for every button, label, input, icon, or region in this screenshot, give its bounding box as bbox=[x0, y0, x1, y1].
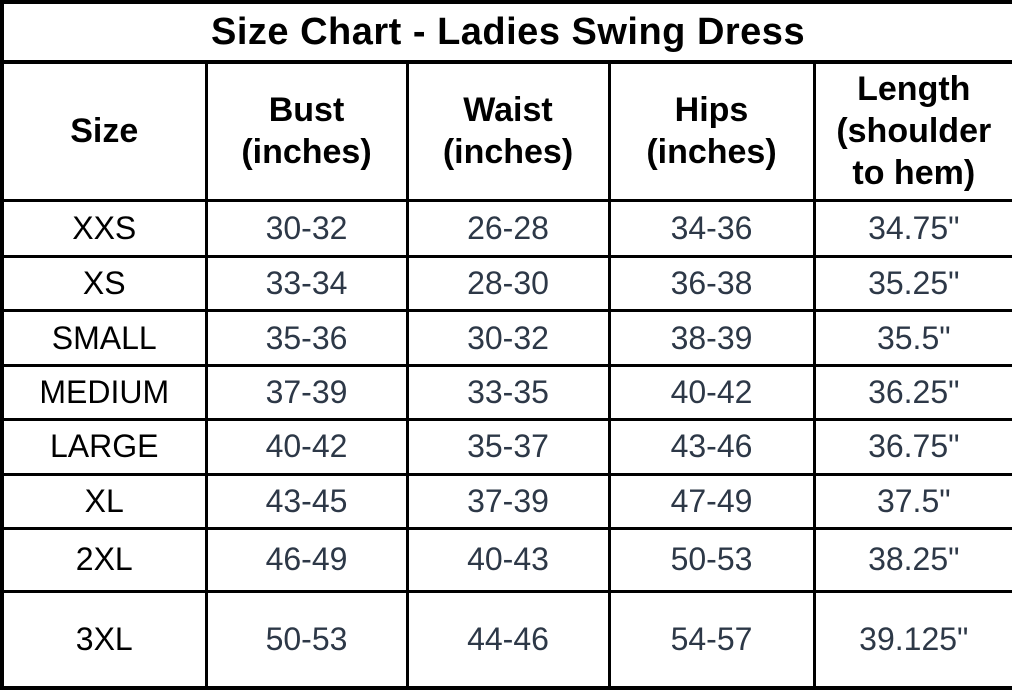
header-line: to hem) bbox=[852, 154, 976, 193]
table-row: 2XL 46-49 40-43 50-53 38.25" bbox=[0, 527, 1012, 593]
waist-cell: 26-28 bbox=[405, 198, 611, 258]
bust-cell: 37-39 bbox=[204, 363, 409, 422]
waist-cell: 37-39 bbox=[405, 472, 611, 531]
size-cell: MEDIUM bbox=[0, 363, 208, 422]
chart-title: Size Chart - Ladies Swing Dress bbox=[0, 0, 1012, 64]
bust-cell: 33-34 bbox=[204, 254, 409, 313]
size-cell: XL bbox=[0, 472, 208, 531]
bust-cell: 35-36 bbox=[204, 309, 409, 367]
hips-cell: 47-49 bbox=[607, 472, 816, 531]
column-header-waist: Waist (inches) bbox=[405, 60, 611, 202]
hips-cell: 36-38 bbox=[607, 254, 816, 313]
hips-cell: 54-57 bbox=[607, 589, 816, 690]
table-row: 3XL 50-53 44-46 54-57 39.125" bbox=[0, 589, 1012, 690]
size-cell: XXS bbox=[0, 198, 208, 258]
header-line: Length bbox=[857, 70, 971, 109]
column-header-bust: Bust (inches) bbox=[204, 60, 409, 202]
column-header-length: Length (shoulder to hem) bbox=[812, 60, 1012, 202]
bust-cell: 40-42 bbox=[204, 418, 409, 476]
header-line: Hips bbox=[674, 91, 749, 130]
table-row: XS 33-34 28-30 36-38 35.25" bbox=[0, 254, 1012, 313]
length-cell: 35.5" bbox=[812, 309, 1012, 367]
column-header-size: Size bbox=[0, 60, 208, 202]
size-cell: LARGE bbox=[0, 418, 208, 476]
length-cell: 39.125" bbox=[812, 589, 1012, 690]
length-cell: 38.25" bbox=[812, 527, 1012, 593]
bust-cell: 50-53 bbox=[204, 589, 409, 690]
column-header-hips: Hips (inches) bbox=[607, 60, 816, 202]
header-line: Size bbox=[70, 112, 139, 151]
length-cell: 36.25" bbox=[812, 363, 1012, 422]
table-row: XL 43-45 37-39 47-49 37.5" bbox=[0, 472, 1012, 531]
header-line: Waist bbox=[463, 91, 553, 130]
bust-cell: 30-32 bbox=[204, 198, 409, 258]
table-row: XXS 30-32 26-28 34-36 34.75" bbox=[0, 198, 1012, 258]
size-cell: 2XL bbox=[0, 527, 208, 593]
waist-cell: 35-37 bbox=[405, 418, 611, 476]
hips-cell: 50-53 bbox=[607, 527, 816, 593]
header-row: Size Bust (inches) Waist (inches) Hips (… bbox=[0, 60, 1012, 202]
waist-cell: 44-46 bbox=[405, 589, 611, 690]
header-line: (shoulder bbox=[836, 112, 992, 151]
header-line: (inches) bbox=[241, 133, 372, 172]
header-line: (inches) bbox=[442, 133, 574, 172]
hips-cell: 34-36 bbox=[607, 198, 816, 258]
hips-cell: 38-39 bbox=[607, 309, 816, 367]
header-line: (inches) bbox=[646, 133, 777, 172]
waist-cell: 40-43 bbox=[405, 527, 611, 593]
length-cell: 37.5" bbox=[812, 472, 1012, 531]
size-cell: SMALL bbox=[0, 309, 208, 367]
length-cell: 36.75" bbox=[812, 418, 1012, 476]
length-cell: 34.75" bbox=[812, 198, 1012, 258]
table-row: LARGE 40-42 35-37 43-46 36.75" bbox=[0, 418, 1012, 476]
table-row: SMALL 35-36 30-32 38-39 35.5" bbox=[0, 309, 1012, 367]
hips-cell: 43-46 bbox=[607, 418, 816, 476]
size-cell: 3XL bbox=[0, 589, 208, 690]
title-row: Size Chart - Ladies Swing Dress bbox=[0, 0, 1012, 64]
waist-cell: 33-35 bbox=[405, 363, 611, 422]
hips-cell: 40-42 bbox=[607, 363, 816, 422]
waist-cell: 28-30 bbox=[405, 254, 611, 313]
bust-cell: 43-45 bbox=[204, 472, 409, 531]
bust-cell: 46-49 bbox=[204, 527, 409, 593]
waist-cell: 30-32 bbox=[405, 309, 611, 367]
header-line: Bust bbox=[268, 91, 345, 130]
size-cell: XS bbox=[0, 254, 208, 313]
table-row: MEDIUM 37-39 33-35 40-42 36.25" bbox=[0, 363, 1012, 422]
length-cell: 35.25" bbox=[812, 254, 1012, 313]
